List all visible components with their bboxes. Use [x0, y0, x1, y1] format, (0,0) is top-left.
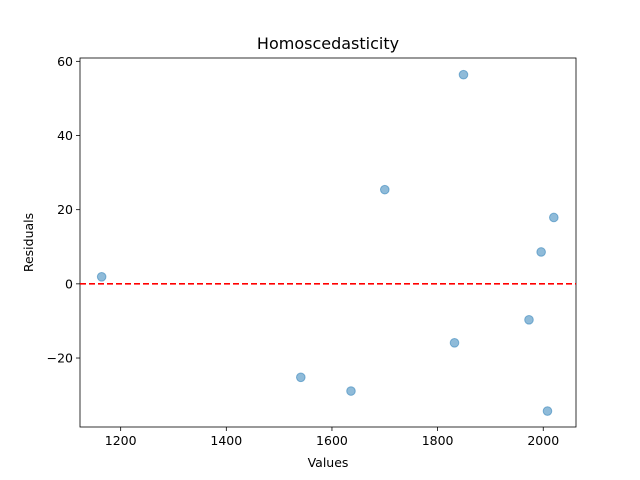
plot-area	[79, 57, 577, 428]
data-point	[379, 184, 390, 195]
y-tick-label: −20	[47, 351, 73, 366]
chart-title: Homoscedasticity	[257, 34, 399, 53]
data-point	[346, 386, 356, 396]
data-point	[542, 406, 553, 416]
y-axis-label: Residuals	[21, 213, 36, 272]
x-tick-label: 1200	[105, 433, 137, 448]
y-axis: −20 0 20 40 60	[47, 54, 80, 366]
data-point	[536, 247, 546, 257]
data-point	[295, 372, 306, 383]
y-tick-label: 20	[57, 202, 73, 217]
data-point	[458, 69, 469, 80]
y-tick-label: 60	[57, 54, 73, 69]
x-tick-label: 1400	[210, 433, 242, 448]
data-point	[524, 315, 534, 325]
data-point	[449, 338, 460, 348]
points-layer	[96, 69, 559, 416]
data-point	[549, 212, 559, 223]
x-tick-label: 1800	[422, 433, 454, 448]
y-tick-label: 40	[57, 128, 73, 143]
x-axis-label: Values	[308, 455, 349, 470]
x-tick-label: 1600	[316, 433, 348, 448]
x-axis: 1200 1400 1600 1800 2000	[105, 427, 559, 448]
data-point	[96, 272, 107, 282]
plot-frame	[79, 57, 577, 428]
y-tick-label: 0	[65, 276, 73, 291]
x-tick-label: 2000	[527, 433, 559, 448]
